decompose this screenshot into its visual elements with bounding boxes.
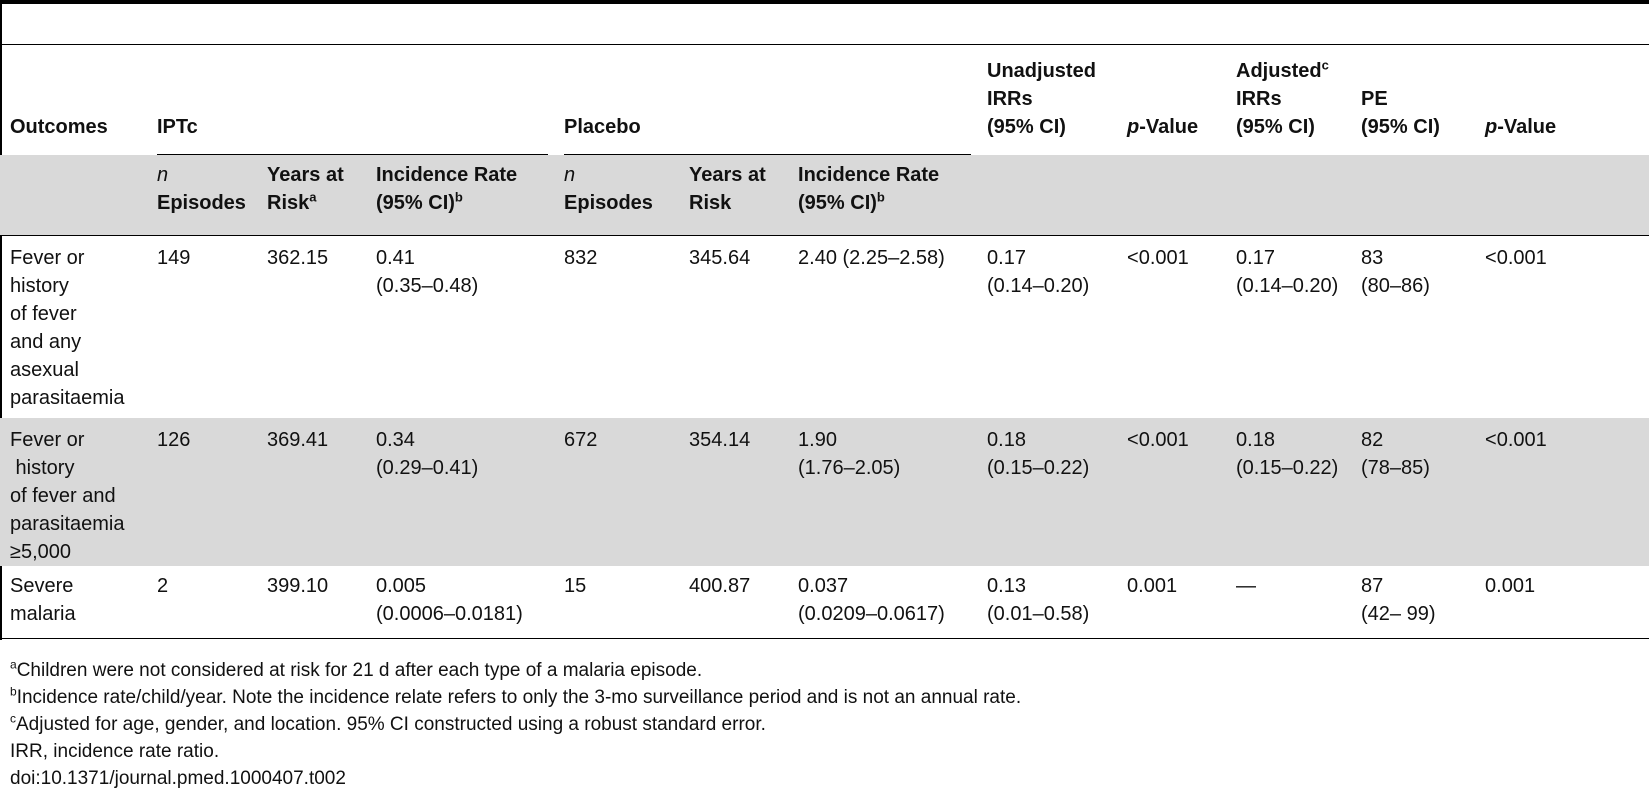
col-header-outcomes: Outcomes bbox=[0, 44, 147, 155]
cell-iptc-rate: 0.41 (0.35–0.48) bbox=[376, 247, 479, 297]
cell-placebo-years: 345.64 bbox=[689, 247, 751, 269]
table-footnotes: aChildren were not considered at risk fo… bbox=[10, 657, 1021, 792]
footnote-b: bIncidence rate/child/year. Note the inc… bbox=[10, 684, 1022, 708]
cell-p-value-1: <0.001 bbox=[1117, 418, 1227, 566]
subheader-placebo-incidence-rate: Incidence Rate (95% CI)b bbox=[788, 155, 978, 236]
table-row: Fever or history of fever and parasitaemia… bbox=[0, 418, 1649, 566]
top-rule bbox=[0, 0, 1649, 4]
cell-pe: 87 (42– 99) bbox=[1351, 566, 1476, 639]
header-row-1: Outcomes IPTc Placebo Unadjusted IRRs (95%… bbox=[0, 44, 1649, 156]
doi-line: doi:10.1371/journal.pmed.1000407.t002 bbox=[10, 768, 346, 789]
left-edge-rule bbox=[0, 0, 2, 640]
cell-placebo-years: 400.87 bbox=[679, 566, 789, 639]
subheader-placebo-n-episodes: n Episodes bbox=[554, 155, 680, 236]
cell-outcome: Severe malaria bbox=[0, 566, 147, 639]
cell-adjusted-irr: 0.18 (0.15–0.22) bbox=[1226, 418, 1352, 566]
table-row: Fever or history of fever and any asexual par… bbox=[0, 236, 1649, 419]
cell-placebo-years: 354.14 bbox=[679, 418, 789, 566]
cell-placebo-rate: 1.90 (1.76–2.05) bbox=[788, 418, 978, 566]
subheader-iptc-incidence-rate: Incidence Rate (95% CI)b bbox=[366, 155, 555, 236]
cell-p-value-1: <0.001 bbox=[1127, 247, 1189, 269]
cell-p-value-1: 0.001 bbox=[1117, 566, 1227, 639]
col-header-iptc: IPTc bbox=[147, 44, 555, 156]
subheader-placebo-years-at-risk: Years at Risk bbox=[679, 155, 789, 236]
abbreviation-note: IRR, incidence rate ratio. bbox=[10, 741, 220, 762]
cell-iptc-n: 149 bbox=[157, 247, 191, 269]
cell-iptc-n: 2 bbox=[147, 566, 257, 639]
subheader-iptc-n-episodes: n Episodes bbox=[147, 155, 257, 236]
cell-adjusted-irr: 0.17 (0.14–0.20) bbox=[1236, 247, 1339, 297]
col-header-adjusted-irrs: Adjustedc IRRs (95% CI) bbox=[1226, 44, 1352, 155]
col-header-unadjusted-irrs: Unadjusted IRRs (95% CI) bbox=[977, 44, 1118, 155]
cell-unadjusted-irr: 0.13 (0.01–0.58) bbox=[977, 566, 1118, 639]
cell-p-value-2: <0.001 bbox=[1485, 247, 1547, 269]
col-header-placebo: Placebo bbox=[554, 44, 978, 156]
cell-placebo-rate: 2.40 (2.25–2.58) bbox=[798, 247, 945, 269]
cell-placebo-n: 672 bbox=[554, 418, 680, 566]
footnote-c: cAdjusted for age, gender, and location.… bbox=[10, 711, 766, 735]
subheader-iptc-years-at-risk: Years at Riska bbox=[257, 155, 366, 236]
cell-placebo-rate: 0.037 (0.0209–0.0617) bbox=[788, 566, 978, 639]
cell-iptc-rate: 0.005 (0.0006–0.0181) bbox=[366, 566, 555, 639]
cell-unadjusted-irr: 0.18 (0.15–0.22) bbox=[977, 418, 1118, 566]
cell-unadjusted-irr: 0.17 (0.14–0.20) bbox=[987, 247, 1090, 297]
cell-placebo-n: 15 bbox=[554, 566, 680, 639]
cell-p-value-2: 0.001 bbox=[1475, 566, 1649, 639]
cell-iptc-years: 399.10 bbox=[257, 566, 366, 639]
cell-pe: 82 (78–85) bbox=[1351, 418, 1476, 566]
cell-iptc-n: 126 bbox=[147, 418, 257, 566]
table-row: Severe malaria 2 399.10 0.005 (0.0006–0.01… bbox=[0, 566, 1649, 639]
cell-outcome: Fever or history of fever and any asexual par… bbox=[10, 247, 125, 409]
cell-iptc-years: 362.15 bbox=[267, 247, 329, 269]
results-table: Outcomes IPTc Placebo Unadjusted IRRs (95%… bbox=[0, 44, 1649, 639]
cell-adjusted-irr: — bbox=[1226, 566, 1352, 639]
col-header-p-value-2: p-Value bbox=[1475, 44, 1649, 155]
header-row-2: n Episodes Years at Riska Incidence Rate (9… bbox=[0, 155, 1649, 236]
cell-p-value-2: <0.001 bbox=[1475, 418, 1649, 566]
cell-pe: 83 (80–86) bbox=[1361, 247, 1430, 297]
cell-outcome: Fever or history of fever and parasitaemia… bbox=[0, 418, 147, 566]
footnote-a: aChildren were not considered at risk fo… bbox=[10, 657, 703, 681]
cell-iptc-years: 369.41 bbox=[257, 418, 366, 566]
cell-iptc-rate: 0.34 (0.29–0.41) bbox=[366, 418, 555, 566]
col-header-pe: PE (95% CI) bbox=[1351, 44, 1476, 155]
col-header-p-value-1: p-Value bbox=[1117, 44, 1227, 155]
cell-placebo-n: 832 bbox=[564, 247, 598, 269]
